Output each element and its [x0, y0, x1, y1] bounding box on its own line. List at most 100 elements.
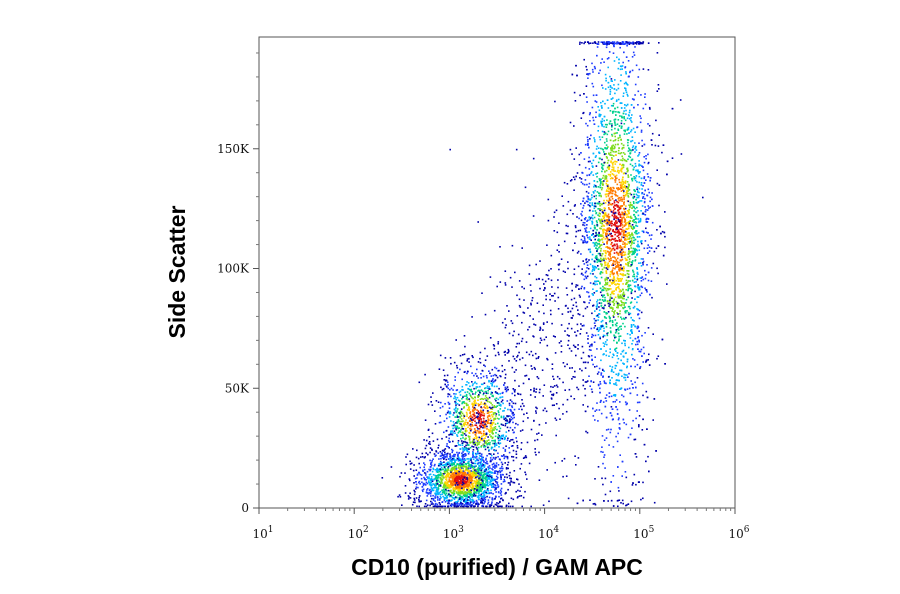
data-point [626, 276, 629, 279]
data-point [508, 360, 510, 362]
data-point [429, 469, 431, 472]
data-point [609, 301, 611, 303]
data-point [661, 151, 663, 154]
data-point [612, 308, 614, 310]
data-point [610, 104, 613, 107]
data-point [501, 392, 504, 394]
data-point [631, 330, 633, 333]
data-point [442, 490, 445, 493]
data-point [512, 421, 514, 424]
data-point [629, 307, 631, 310]
data-point [488, 449, 490, 451]
data-point [475, 453, 478, 456]
data-point [454, 467, 457, 470]
data-point [632, 168, 635, 171]
data-point [476, 444, 478, 446]
data-point [434, 455, 436, 457]
data-point [623, 158, 626, 161]
data-point [424, 419, 427, 421]
data-point [605, 394, 608, 396]
data-point [475, 402, 477, 404]
data-point [632, 419, 634, 422]
data-point [467, 404, 469, 406]
data-point [641, 205, 644, 207]
data-point [474, 492, 476, 495]
data-point [629, 71, 631, 74]
data-point [492, 412, 495, 414]
data-point [511, 455, 513, 458]
data-point [619, 68, 622, 71]
data-point [454, 470, 456, 472]
data-point [645, 155, 647, 157]
data-point [451, 476, 453, 478]
data-point [642, 481, 644, 484]
data-point [488, 401, 491, 403]
data-point [469, 490, 472, 493]
data-point [430, 486, 433, 489]
data-point [600, 218, 603, 221]
data-point [471, 402, 474, 405]
data-point [585, 65, 587, 68]
data-point [586, 195, 589, 198]
data-point [478, 503, 480, 506]
data-point [471, 355, 473, 357]
data-point [619, 184, 622, 186]
data-point [633, 359, 636, 361]
data-point [461, 378, 463, 381]
data-point [521, 402, 524, 405]
data-point [436, 438, 439, 441]
data-point [471, 479, 474, 482]
data-point [459, 471, 461, 474]
data-point [616, 312, 618, 314]
data-point [510, 480, 513, 483]
data-point [500, 455, 503, 457]
data-point [607, 204, 610, 206]
data-point [497, 486, 499, 489]
data-point [624, 401, 627, 403]
data-point [599, 245, 601, 248]
data-point [475, 485, 477, 488]
data-point [607, 428, 610, 431]
data-point [435, 484, 438, 486]
data-point [648, 106, 651, 109]
data-point [467, 493, 469, 495]
data-point [495, 449, 497, 452]
data-point [491, 479, 494, 482]
data-point [473, 489, 476, 492]
data-point [622, 306, 624, 309]
data-point [625, 298, 628, 301]
data-point [432, 487, 435, 489]
data-point [595, 111, 597, 114]
data-point [471, 445, 473, 448]
data-point [430, 463, 432, 466]
data-point [624, 379, 627, 381]
data-point [516, 342, 518, 345]
data-point [623, 302, 626, 304]
data-point [640, 94, 642, 96]
data-point [445, 464, 447, 466]
data-point [622, 395, 625, 398]
data-point [588, 236, 591, 238]
data-point [598, 109, 601, 112]
data-point [609, 229, 611, 231]
data-point [624, 129, 626, 132]
data-point [617, 225, 619, 227]
data-point [487, 499, 490, 501]
data-point [487, 476, 489, 479]
data-point [599, 204, 601, 207]
data-point [454, 395, 456, 398]
data-point [604, 102, 606, 105]
data-point [591, 196, 593, 199]
data-point [609, 275, 611, 278]
data-point [622, 291, 625, 294]
data-point [417, 457, 420, 460]
data-point [432, 483, 434, 485]
data-point [593, 268, 596, 270]
data-point [619, 152, 622, 155]
data-point [494, 445, 496, 448]
data-point [444, 470, 446, 472]
data-point [480, 482, 482, 484]
data-point [620, 316, 622, 319]
data-point [631, 139, 634, 142]
data-point [642, 278, 645, 281]
